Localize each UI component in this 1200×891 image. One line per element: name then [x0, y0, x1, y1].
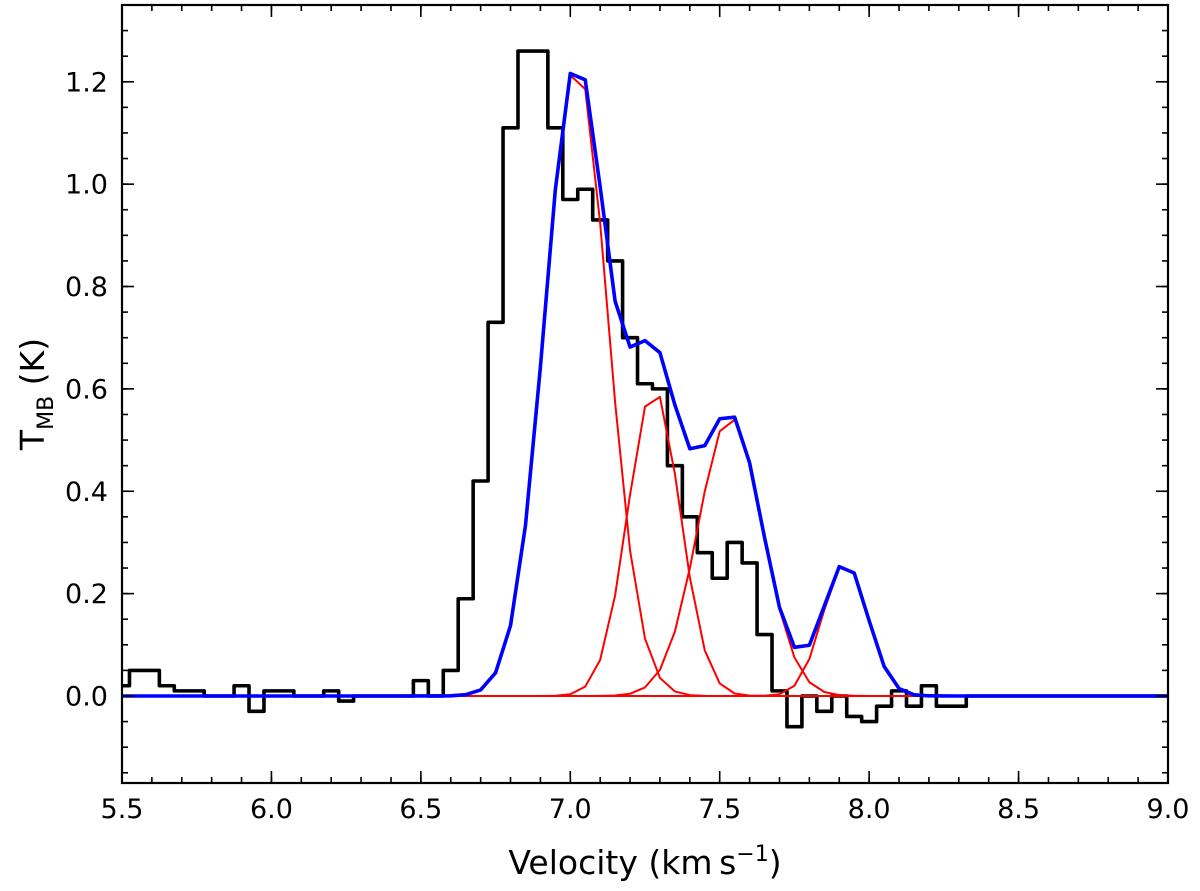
x-tick-label: 5.5 — [101, 794, 144, 825]
y-tick-label: 1.2 — [65, 67, 108, 98]
x-tick-label: 8.0 — [848, 794, 891, 825]
plot-frame — [120, 3, 1170, 785]
x-tick-label: 8.5 — [997, 794, 1040, 825]
gaussian-component-4 — [122, 566, 1168, 697]
x-tick-label: 9.0 — [1147, 794, 1190, 825]
plot-area — [122, 49, 1168, 729]
x-tick-label: 6.0 — [250, 794, 293, 825]
tick-labels: 5.5 6.0 6.5 7.0 7.5 8.0 8.5 9.0 0.0 0.2 0.4 0.6 0.8 1… — [65, 67, 1189, 825]
x-tick-label: 7.5 — [698, 794, 741, 825]
y-tick-label: 0.2 — [65, 579, 108, 610]
y-tick-label: 0.0 — [65, 681, 108, 712]
y-axis-label: TMB (K) — [13, 338, 59, 451]
total-fit-line — [122, 71, 1168, 698]
x-tick-label: 7.0 — [549, 794, 592, 825]
y-tick-label: 1.0 — [65, 170, 108, 201]
y-tick-label: 0.4 — [65, 477, 108, 508]
y-tick-label: 0.6 — [65, 374, 108, 405]
gaussian-component-2 — [122, 395, 1168, 697]
x-axis-label: Velocity (km s−1) — [508, 842, 781, 882]
y-tick-label: 0.8 — [65, 272, 108, 303]
x-tick-label: 6.5 — [399, 794, 442, 825]
observed-spectrum-line — [122, 49, 1168, 729]
gaussian-component-1 — [122, 74, 1168, 697]
axis-ticks — [121, 4, 1169, 783]
gaussian-component-3 — [122, 418, 1168, 697]
